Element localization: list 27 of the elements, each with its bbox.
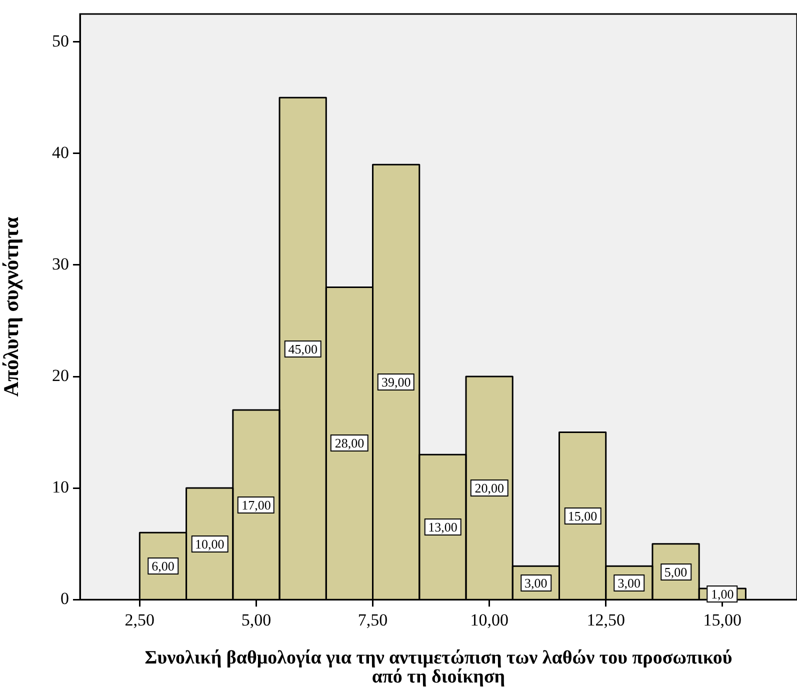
data-label: 6,00: [148, 558, 178, 575]
data-label: 28,00: [330, 434, 368, 452]
y-tick-label: 50: [52, 31, 69, 50]
x-tick-label: 12,50: [586, 610, 625, 630]
y-tick-label: 10: [52, 478, 69, 497]
y-tick-label: 40: [52, 142, 69, 162]
data-label: 20,00: [470, 480, 508, 497]
x-axis-title: Συνολική βαθμολογία για την αντιμετώπιση των λαθών του προσωπικού από τη διοίκηση: [144, 647, 732, 688]
data-label: 10,00: [190, 535, 228, 552]
data-label: 1,00: [707, 586, 738, 603]
data-label: 15,00: [564, 507, 602, 524]
y-tick-label: 20: [52, 366, 69, 385]
data-label: 45,00: [284, 340, 322, 358]
data-label: 39,00: [377, 374, 415, 391]
y-tick-label: 30: [52, 254, 69, 274]
x-tick-label: 5,00: [241, 610, 272, 630]
data-label: 3,00: [520, 574, 552, 592]
data-label: 3,00: [614, 574, 645, 592]
y-axis-title: Απόλυτη συχνότητα: [0, 216, 24, 397]
x-tick-label: 7,50: [358, 610, 388, 630]
x-tick-label: 10,00: [470, 610, 508, 630]
x-tick-label: 2,50: [124, 610, 155, 630]
data-label: 13,00: [424, 518, 462, 536]
x-tick-label: 15,00: [703, 610, 742, 630]
data-label: 17,00: [238, 496, 275, 514]
data-label: 5,00: [660, 563, 692, 580]
y-tick-label: 0: [60, 589, 69, 608]
